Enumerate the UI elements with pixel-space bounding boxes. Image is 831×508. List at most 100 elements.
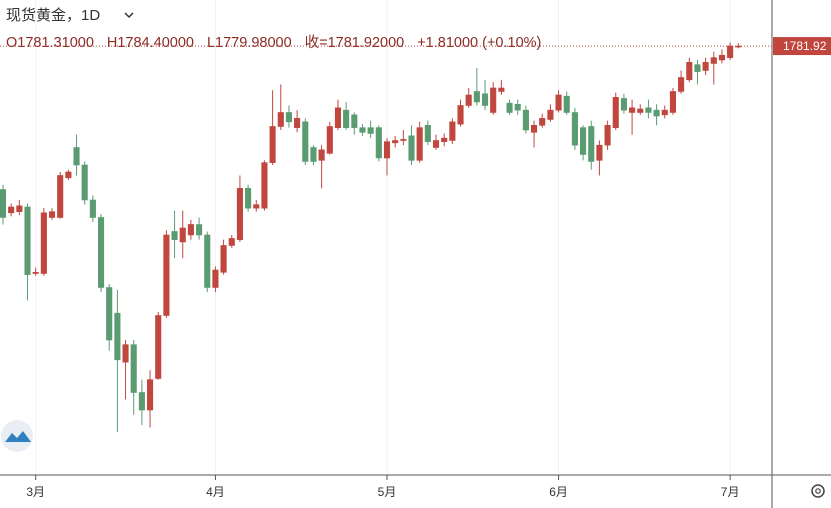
candle-body <box>702 62 709 71</box>
legend-value: +1.81000 (+0.10%) <box>417 35 541 51</box>
candle-body <box>89 199 96 218</box>
candle-body <box>187 224 194 236</box>
candle-body <box>16 205 23 212</box>
candle-body <box>138 392 145 411</box>
candle-body <box>351 114 358 128</box>
candle-body <box>196 224 203 236</box>
x-tick-label: 3月 <box>26 485 45 499</box>
candle-body <box>645 107 652 113</box>
candle-body <box>669 91 676 113</box>
candle-body <box>375 127 382 159</box>
candle-body <box>612 97 619 128</box>
candle-body <box>302 121 309 162</box>
candle-body <box>481 93 489 106</box>
candle-body <box>588 126 595 162</box>
logo-circle <box>1 420 33 452</box>
candle-body <box>710 57 717 64</box>
candle-body <box>212 269 219 288</box>
gear-ring <box>811 484 825 498</box>
ohlc-legend: O1781.31000 H1784.40000 L1779.98000 收=1781.… <box>6 34 541 51</box>
candle-body <box>416 127 423 161</box>
candle-body <box>334 107 342 128</box>
candle-body <box>8 206 15 214</box>
candle-body <box>522 109 529 131</box>
candle-body <box>383 141 391 159</box>
title-dropdown[interactable] <box>124 12 134 19</box>
candle-body <box>653 109 660 117</box>
candle-body <box>343 109 350 128</box>
candle-body <box>147 379 154 411</box>
candle-body <box>171 231 178 240</box>
candle-body <box>490 87 497 113</box>
x-tick-label: 4月 <box>206 485 225 499</box>
candle-body <box>408 135 415 161</box>
candle-body <box>228 238 235 246</box>
x-tick-label: 6月 <box>549 485 568 499</box>
candle-body <box>441 137 448 142</box>
candle-body <box>473 91 480 103</box>
candle-body <box>555 94 562 111</box>
chart-title: 现货黄金，1D <box>6 7 100 24</box>
candle-body <box>392 140 399 144</box>
x-tick-label: 7月 <box>721 485 740 499</box>
candle-body <box>97 217 105 288</box>
legend-value: L1779.98000 <box>207 35 292 51</box>
candle-body <box>32 272 39 274</box>
logo[interactable] <box>1 420 33 452</box>
candle-body <box>514 104 521 111</box>
candles <box>0 42 742 433</box>
candle-body <box>400 139 407 141</box>
candle-body <box>106 287 113 341</box>
candle-body <box>40 212 47 274</box>
candle-body <box>580 127 587 155</box>
candle-body <box>604 125 611 146</box>
candle-body <box>539 118 546 126</box>
candle-body <box>294 118 301 128</box>
candle-body <box>449 121 456 141</box>
settings-gear[interactable] <box>811 484 825 498</box>
candle-body <box>285 112 293 123</box>
last-price-box <box>773 37 831 56</box>
candle-body <box>220 245 227 273</box>
candle-body <box>686 62 693 81</box>
legend-value: O1781.31000 <box>6 35 94 51</box>
candle-body <box>326 126 333 154</box>
legend-value: H1784.40000 <box>107 35 194 51</box>
gear-hub <box>815 488 821 494</box>
candle-body <box>359 127 366 133</box>
candle-body <box>24 206 31 275</box>
candle-body <box>310 147 317 162</box>
candle-body <box>620 98 627 111</box>
candle-body <box>432 140 440 148</box>
candle-body <box>498 87 505 92</box>
last-price-label: 1781.92 <box>783 39 827 53</box>
candle-body <box>269 126 276 163</box>
candle-body <box>727 45 734 58</box>
candle-body <box>637 108 644 113</box>
candle-body <box>457 105 464 125</box>
candle-body <box>114 312 121 361</box>
logo-cloud <box>5 431 31 442</box>
legend-value: 收=1781.92000 <box>305 34 405 51</box>
candle-body <box>506 102 513 113</box>
candle-body <box>547 109 554 120</box>
candle-body <box>596 144 603 161</box>
candle-body <box>179 227 186 243</box>
candle-body <box>465 94 472 106</box>
candle-body <box>0 189 7 218</box>
candle-body <box>530 125 538 133</box>
candle-body <box>73 147 80 166</box>
candle-body <box>81 164 88 201</box>
candle-body <box>718 55 726 61</box>
candle-body <box>236 188 243 240</box>
candle-body <box>253 204 260 209</box>
candle-body <box>571 112 578 146</box>
candle-body <box>65 171 72 179</box>
candle-body <box>367 127 374 134</box>
candle-body <box>277 112 284 127</box>
candle-body <box>261 162 268 209</box>
candle-body <box>57 175 64 218</box>
candle-body <box>245 188 252 209</box>
candle-body <box>318 149 325 161</box>
grid <box>35 0 731 475</box>
